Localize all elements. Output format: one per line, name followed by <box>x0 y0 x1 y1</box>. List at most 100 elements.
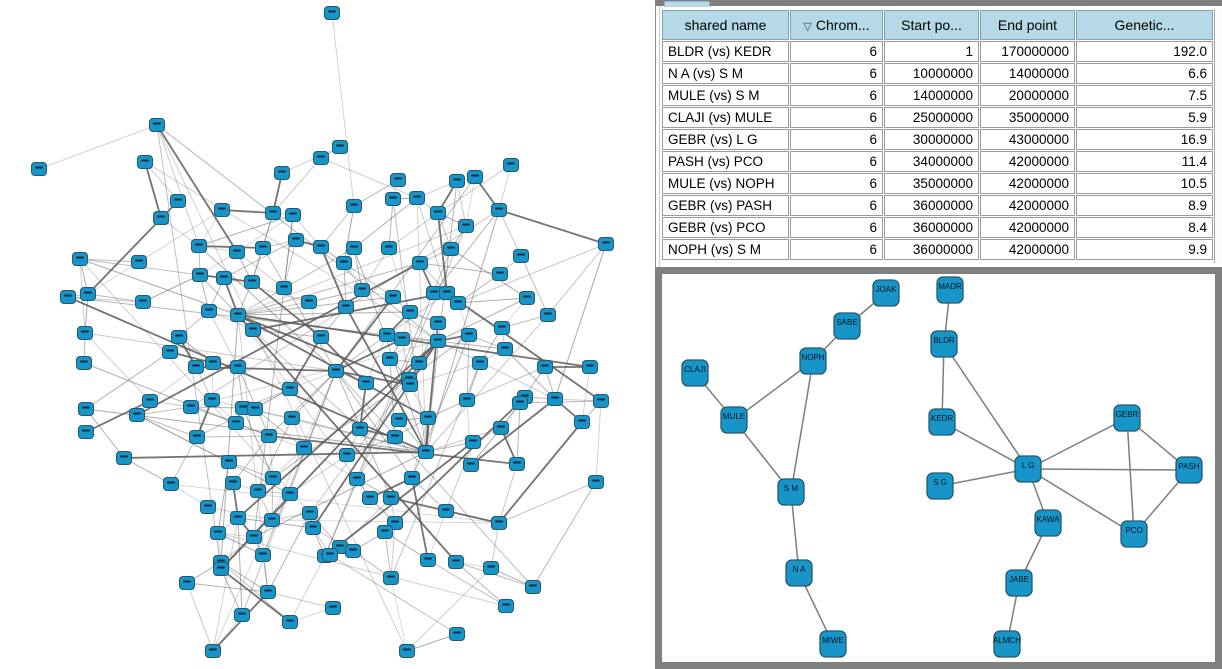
network-edge[interactable] <box>1126 417 1135 535</box>
network-node[interactable] <box>78 425 94 439</box>
network-node[interactable] <box>246 530 262 544</box>
network-edge[interactable] <box>308 289 363 303</box>
network-edge[interactable] <box>196 435 270 438</box>
network-node[interactable] <box>282 382 298 396</box>
table-cell[interactable]: GEBR (vs) PCO <box>662 217 789 238</box>
network-node[interactable] <box>438 504 454 518</box>
network-node[interactable] <box>244 275 260 289</box>
network-node[interactable] <box>418 445 434 459</box>
network-edge[interactable] <box>581 366 591 423</box>
network-edge[interactable] <box>198 245 337 372</box>
network-edge[interactable] <box>136 262 421 416</box>
table-cell[interactable]: 6 <box>790 129 883 150</box>
network-node[interactable] <box>430 206 446 220</box>
network-node[interactable] <box>322 548 338 562</box>
network-node[interactable] <box>313 151 329 165</box>
network-node[interactable] <box>210 526 226 540</box>
network-edge[interactable] <box>212 370 337 652</box>
network-edge[interactable] <box>466 399 472 466</box>
table-cell[interactable]: 6 <box>790 63 883 84</box>
table-row[interactable]: MULE (vs) NOPH 6 35000000 42000000 10.5 <box>662 173 1213 194</box>
network-node[interactable] <box>345 544 361 558</box>
network-edge[interactable] <box>498 463 518 524</box>
table-cell[interactable]: 6 <box>790 239 883 260</box>
network-edge[interactable] <box>144 161 439 342</box>
network-edge[interactable] <box>446 292 602 402</box>
network-node[interactable] <box>391 413 407 427</box>
network-edge[interactable] <box>504 348 556 400</box>
network-node[interactable] <box>513 249 529 263</box>
network-edge[interactable] <box>267 591 334 609</box>
network-node[interactable] <box>201 304 217 318</box>
network-node[interactable] <box>483 561 499 575</box>
network-edge[interactable] <box>268 370 337 437</box>
network-node[interactable] <box>385 290 401 304</box>
network-node[interactable] <box>430 316 446 330</box>
network-node[interactable] <box>234 608 250 622</box>
table-cell[interactable]: N A (vs) S M <box>662 63 789 84</box>
network-edge[interactable] <box>1027 468 1135 535</box>
network-node[interactable] <box>302 506 318 520</box>
network-node[interactable] <box>296 441 312 455</box>
table-cell[interactable]: 9.9 <box>1076 239 1213 260</box>
column-header-2[interactable]: Start po... <box>884 10 979 40</box>
network-node[interactable] <box>449 627 465 641</box>
network-node[interactable]: MULE <box>720 406 748 434</box>
network-node[interactable] <box>325 601 341 615</box>
network-edge[interactable] <box>941 421 1029 470</box>
network-node[interactable] <box>276 281 292 295</box>
network-edge[interactable] <box>123 451 427 459</box>
network-node[interactable] <box>313 330 329 344</box>
network-edge[interactable] <box>388 212 439 249</box>
network-edge[interactable] <box>331 12 355 207</box>
network-node[interactable] <box>503 158 519 172</box>
network-node[interactable] <box>135 295 151 309</box>
network-edge[interactable] <box>223 277 310 303</box>
network-node[interactable] <box>137 155 153 169</box>
network-edge[interactable] <box>237 314 411 386</box>
table-row[interactable]: PASH (vs) PCO 6 34000000 42000000 11.4 <box>662 151 1213 172</box>
network-node[interactable] <box>404 471 420 485</box>
network-edge[interactable] <box>437 164 512 214</box>
network-node[interactable] <box>72 252 88 266</box>
network-node[interactable] <box>458 219 474 233</box>
network-node[interactable] <box>204 393 220 407</box>
network-edge[interactable] <box>220 568 243 616</box>
network-node[interactable]: KAWA <box>1034 509 1062 537</box>
network-edge[interactable] <box>455 561 507 607</box>
network-node[interactable] <box>213 562 229 576</box>
network-node[interactable] <box>149 118 165 132</box>
network-node[interactable]: MIWE <box>819 630 847 658</box>
network-node[interactable] <box>420 411 436 425</box>
network-edge[interactable] <box>237 517 243 616</box>
network-node[interactable]: MADR <box>936 276 964 304</box>
network-node[interactable] <box>338 300 354 314</box>
network-edge[interactable] <box>79 258 140 263</box>
table-cell[interactable]: GEBR (vs) PASH <box>662 195 789 216</box>
network-node[interactable]: KEDR <box>928 408 956 436</box>
network-edge[interactable] <box>445 441 474 512</box>
network-node[interactable] <box>179 576 195 590</box>
network-node[interactable] <box>313 240 329 254</box>
network-node[interactable] <box>461 328 477 342</box>
network-node[interactable] <box>379 328 395 342</box>
network-node[interactable] <box>282 487 298 501</box>
network-edge[interactable] <box>547 243 607 316</box>
network-edge[interactable] <box>253 451 427 538</box>
network-edge[interactable] <box>516 402 521 465</box>
table-scrollbar-track[interactable] <box>1214 9 1222 263</box>
network-edge[interactable] <box>237 314 457 563</box>
network-node[interactable] <box>387 430 403 444</box>
network-edge[interactable] <box>253 214 294 538</box>
network-node[interactable] <box>426 286 442 300</box>
network-node[interactable] <box>494 321 510 335</box>
network-edge[interactable] <box>466 366 546 401</box>
network-edge[interactable] <box>392 198 427 453</box>
table-cell[interactable]: PASH (vs) PCO <box>662 151 789 172</box>
network-node[interactable] <box>467 170 483 184</box>
network-node[interactable] <box>525 580 541 594</box>
network-node[interactable] <box>131 255 147 269</box>
network-node[interactable] <box>216 271 232 285</box>
network-node[interactable] <box>255 241 271 255</box>
table-cell[interactable]: GEBR (vs) L G <box>662 129 789 150</box>
